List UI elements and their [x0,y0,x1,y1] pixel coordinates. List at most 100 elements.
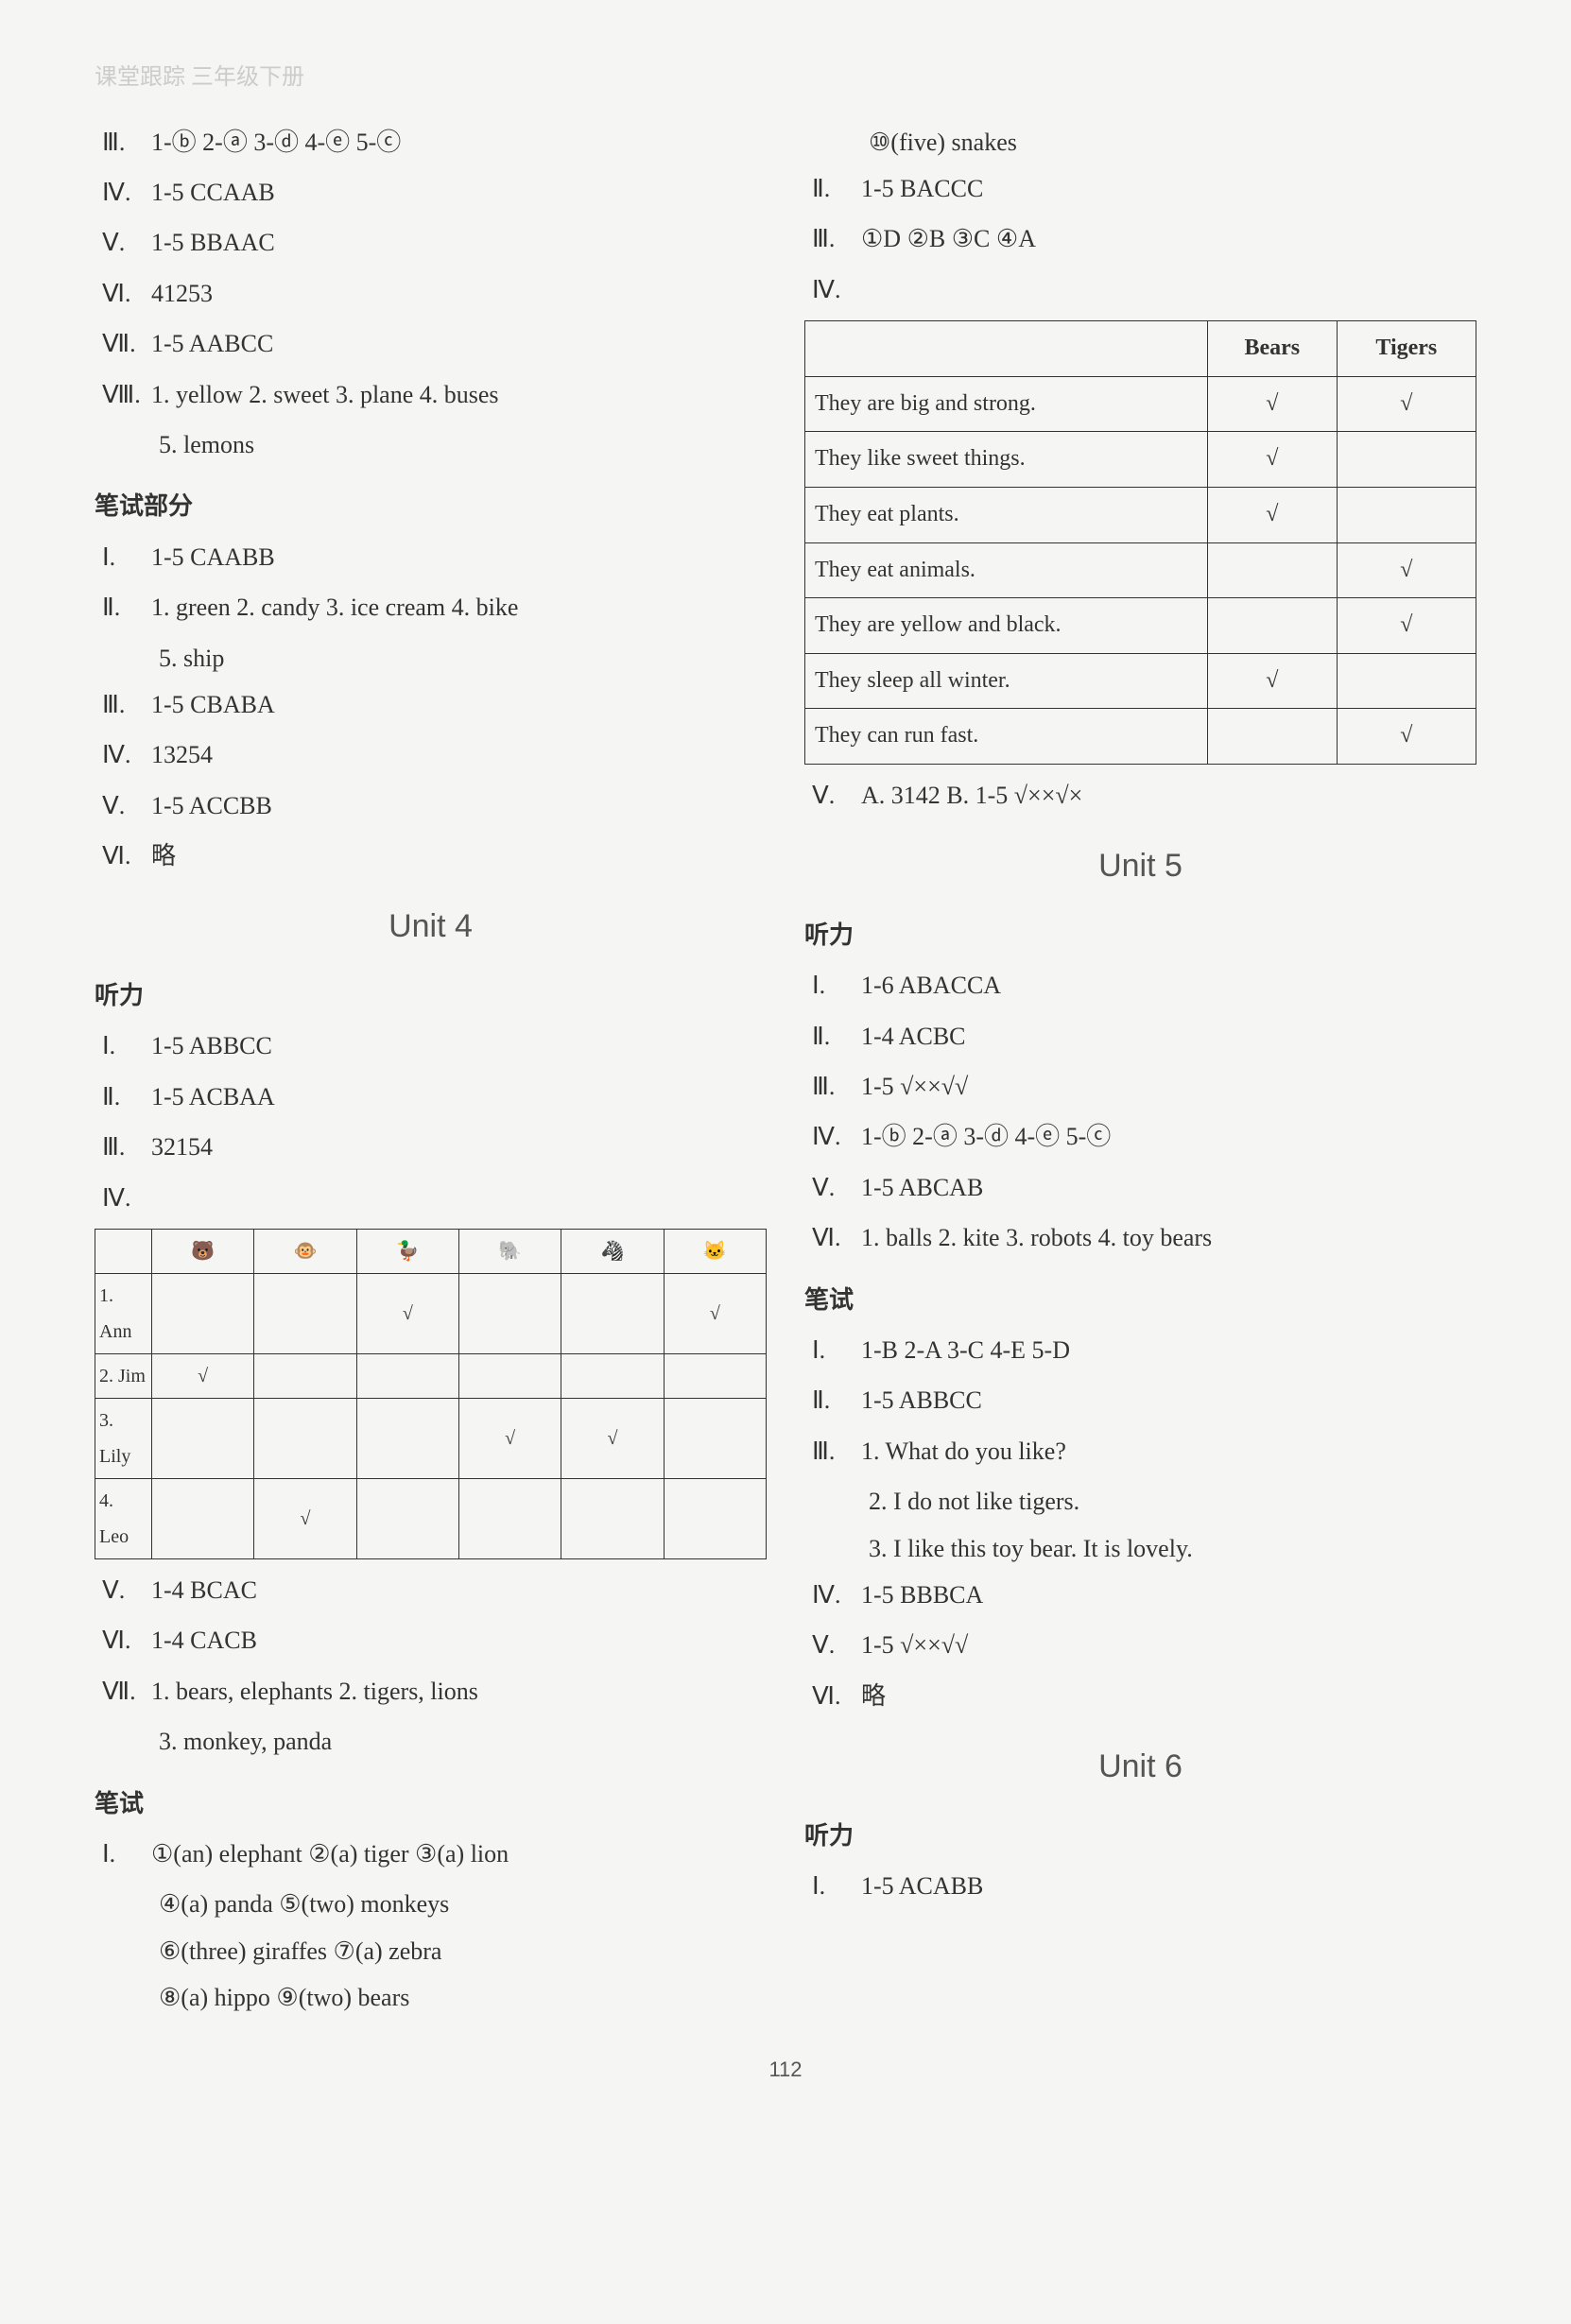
answer-cont: 2. I do not like tigers. [804,1478,1476,1524]
answer-text: 1-B 2-A 3-C 4-E 5-D [861,1327,1476,1373]
table-cell [254,1354,356,1399]
animal-icon: 🦆 [356,1230,458,1274]
animal-icon: 🦓 [561,1230,664,1274]
listen-title: 听力 [95,973,767,1019]
answer-cont: 5. lemons [95,422,767,468]
roman-label: Ⅴ. [804,1164,861,1211]
answer-text: 41253 [151,270,767,317]
table-row-label: They sleep all winter. [805,653,1208,709]
table-row-label: They are yellow and black. [805,598,1208,654]
answer-text: 1-5 BACCC [861,165,1476,212]
line: Ⅰ.1-5 ABBCC [95,1023,767,1069]
table-row-label: 1. Ann [95,1274,152,1354]
answer-text: 略 [861,1673,1476,1719]
table-cell: √ [152,1354,254,1399]
roman-label: Ⅴ. [95,783,151,829]
table-header [805,321,1208,377]
line-VI: Ⅵ.41253 [95,270,767,317]
line: Ⅴ.1-5 ACCBB [95,783,767,829]
left-column: Ⅲ.1-ⓑ 2-ⓐ 3-ⓓ 4-ⓔ 5-ⓒ Ⅳ.1-5 CCAAB Ⅴ.1-5 … [95,119,767,2022]
content-columns: Ⅲ.1-ⓑ 2-ⓐ 3-ⓓ 4-ⓔ 5-ⓒ Ⅳ.1-5 CCAAB Ⅴ.1-5 … [95,119,1476,2022]
answer-text: 1-ⓑ 2-ⓐ 3-ⓓ 4-ⓔ 5-ⓒ [151,119,767,165]
listen-title: 听力 [804,1813,1476,1859]
line: Ⅰ.1-5 CAABB [95,534,767,580]
answer-text: 1. What do you like? [861,1428,1476,1474]
line: Ⅵ.1-4 CACB [95,1617,767,1663]
answer-text: 1-5 ACABB [861,1863,1476,1909]
line: Ⅰ.1-6 ABACCA [804,962,1476,1008]
table-cell [561,1479,664,1559]
answer-text: 1-4 CACB [151,1617,767,1663]
table-cell [1208,542,1338,598]
roman-label: Ⅷ. [95,371,151,418]
line: Ⅱ.1-5 ABBCC [804,1377,1476,1423]
answer-text: 1-5 ABBCC [861,1377,1476,1423]
answer-text: 1-5 BBAAC [151,219,767,266]
roman-label: Ⅲ. [804,1063,861,1110]
line: Ⅱ.1. green 2. candy 3. ice cream 4. bike [95,584,767,630]
roman-label: Ⅳ. [804,267,861,313]
roman-label: Ⅳ. [95,732,151,778]
table-cell: √ [1208,487,1338,542]
roman-label: Ⅳ. [804,1572,861,1618]
animal-icon: 🐘 [458,1230,561,1274]
line: Ⅴ.A. 3142 B. 1-5 √××√× [804,772,1476,818]
line: Ⅲ.1-5 CBABA [95,681,767,728]
roman-label: Ⅵ. [804,1214,861,1261]
table-row-label: They eat animals. [805,542,1208,598]
table-cell [1337,653,1476,709]
table-cell: √ [1337,542,1476,598]
table-row-label: They are big and strong. [805,376,1208,432]
line: Ⅲ.①D ②B ③C ④A [804,215,1476,262]
unit5-title: Unit 5 [804,835,1476,897]
line: Ⅲ.1. What do you like? [804,1428,1476,1474]
line: Ⅶ.1. bears, elephants 2. tigers, lions [95,1668,767,1714]
roman-label: Ⅴ. [804,772,861,818]
table-cell: √ [1337,376,1476,432]
table-cell [458,1354,561,1399]
line-IV: Ⅳ.1-5 CCAAB [95,169,767,215]
answer-text: 1-5 √××√√ [861,1622,1476,1668]
table-cell: √ [561,1399,664,1479]
line-VIII: Ⅷ.1. yellow 2. sweet 3. plane 4. buses [95,371,767,418]
line-III: Ⅲ.1-ⓑ 2-ⓐ 3-ⓓ 4-ⓔ 5-ⓒ [95,119,767,165]
write-title: 笔试 [804,1277,1476,1323]
roman-label: Ⅶ. [95,320,151,367]
answer-text: 1-5 √××√√ [861,1063,1476,1110]
animal-icon: 🐱 [664,1230,766,1274]
table-cell [1208,709,1338,765]
answer-cont: ⑩(five) snakes [804,119,1476,165]
roman-label: Ⅴ. [95,1567,151,1613]
roman-label: Ⅰ. [95,1831,151,1877]
answer-text: 1-5 BBBCA [861,1572,1476,1618]
answer-text: 1. yellow 2. sweet 3. plane 4. buses [151,371,767,418]
line: Ⅱ.1-5 BACCC [804,165,1476,212]
roman-label: Ⅱ. [804,165,861,212]
table-cell [152,1399,254,1479]
table-cell: √ [1337,598,1476,654]
answer-text: 1. balls 2. kite 3. robots 4. toy bears [861,1214,1476,1261]
answer-cont: 3. I like this toy bear. It is lovely. [804,1525,1476,1572]
table-cell [152,1274,254,1354]
table-cell: √ [254,1479,356,1559]
roman-label: Ⅳ. [95,1175,151,1221]
answer-cont: ④(a) panda ⑤(two) monkeys [95,1881,767,1927]
line: Ⅳ. [95,1175,767,1221]
table-row-label: They eat plants. [805,487,1208,542]
answer-cont: ⑧(a) hippo ⑨(two) bears [95,1974,767,2021]
line: Ⅳ. [804,267,1476,313]
line: Ⅱ.1-5 ACBAA [95,1074,767,1120]
answer-cont: 5. ship [95,635,767,681]
roman-label: Ⅵ. [804,1673,861,1719]
written-section-title: 笔试部分 [95,483,767,529]
line: Ⅰ.1-B 2-A 3-C 4-E 5-D [804,1327,1476,1373]
listen-title: 听力 [804,912,1476,958]
answer-text: 1. bears, elephants 2. tigers, lions [151,1668,767,1714]
answer-text: 1-6 ABACCA [861,962,1476,1008]
answer-text: 1-5 CCAAB [151,169,767,215]
unit6-title: Unit 6 [804,1736,1476,1798]
roman-label: Ⅰ. [95,1023,151,1069]
table-cell: √ [1208,432,1338,488]
line: Ⅴ.1-5 ABCAB [804,1164,1476,1211]
answer-text: 1-5 AABCC [151,320,767,367]
